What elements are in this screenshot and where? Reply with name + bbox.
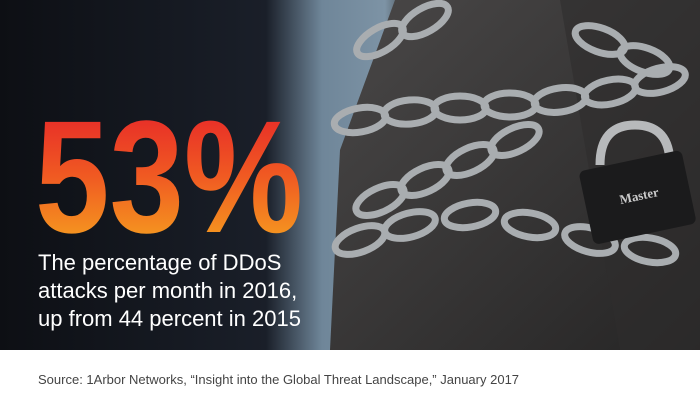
- source-note: Source: 1Arbor Networks, “Insight into t…: [38, 372, 519, 387]
- footer: [0, 350, 700, 408]
- padlock: Master: [579, 120, 696, 244]
- chains: [330, 0, 689, 267]
- stat-value: 53%: [35, 87, 303, 266]
- stat-description-line: The percentage of DDoS: [38, 250, 281, 275]
- stat-description-line: up from 44 percent in 2015: [38, 306, 301, 331]
- stat-description-line: attacks per month in 2016,: [38, 278, 297, 303]
